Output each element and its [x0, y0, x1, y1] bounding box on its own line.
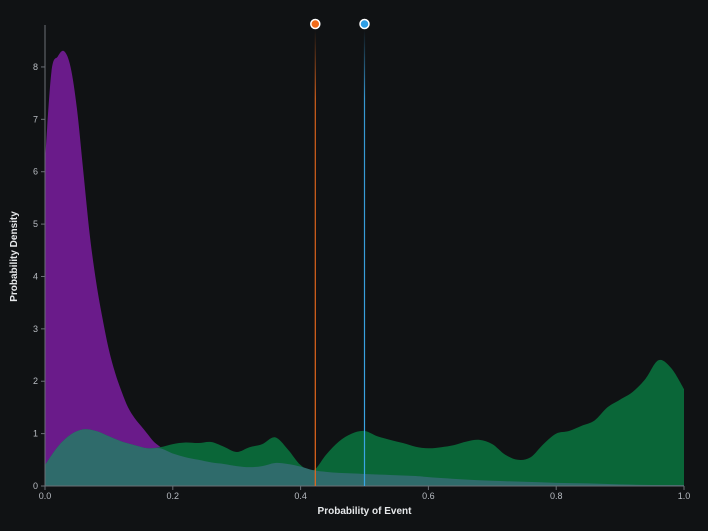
x-tick-label: 0.8	[550, 491, 563, 501]
y-tick-label: 6	[33, 167, 38, 177]
y-tick-label: 8	[33, 62, 38, 72]
y-tick-label: 3	[33, 324, 38, 334]
density-area-2	[45, 359, 684, 486]
x-tick-label: 0.4	[294, 491, 307, 501]
x-tick-label: 0.0	[39, 491, 52, 501]
x-axis-title: Probability of Event	[318, 506, 413, 517]
x-tick-label: 0.6	[422, 491, 435, 501]
y-tick-label: 4	[33, 271, 38, 281]
reference-lines	[310, 18, 370, 486]
y-tick-label: 1	[33, 429, 38, 439]
y-tick-label: 5	[33, 219, 38, 229]
x-tick-label: 1.0	[678, 491, 691, 501]
y-tick-label: 7	[33, 114, 38, 124]
x-tick-label: 0.2	[167, 491, 180, 501]
reference-marker-1[interactable]	[310, 18, 321, 30]
reference-marker-2[interactable]	[359, 18, 370, 30]
reference-line-1	[314, 30, 316, 486]
y-tick-label: 0	[33, 481, 38, 491]
y-axis-title: Probability Density	[9, 211, 20, 302]
density-area-3	[45, 429, 684, 486]
series-areas	[45, 50, 684, 486]
y-tick-label: 2	[33, 376, 38, 386]
reference-line-2	[363, 30, 366, 486]
